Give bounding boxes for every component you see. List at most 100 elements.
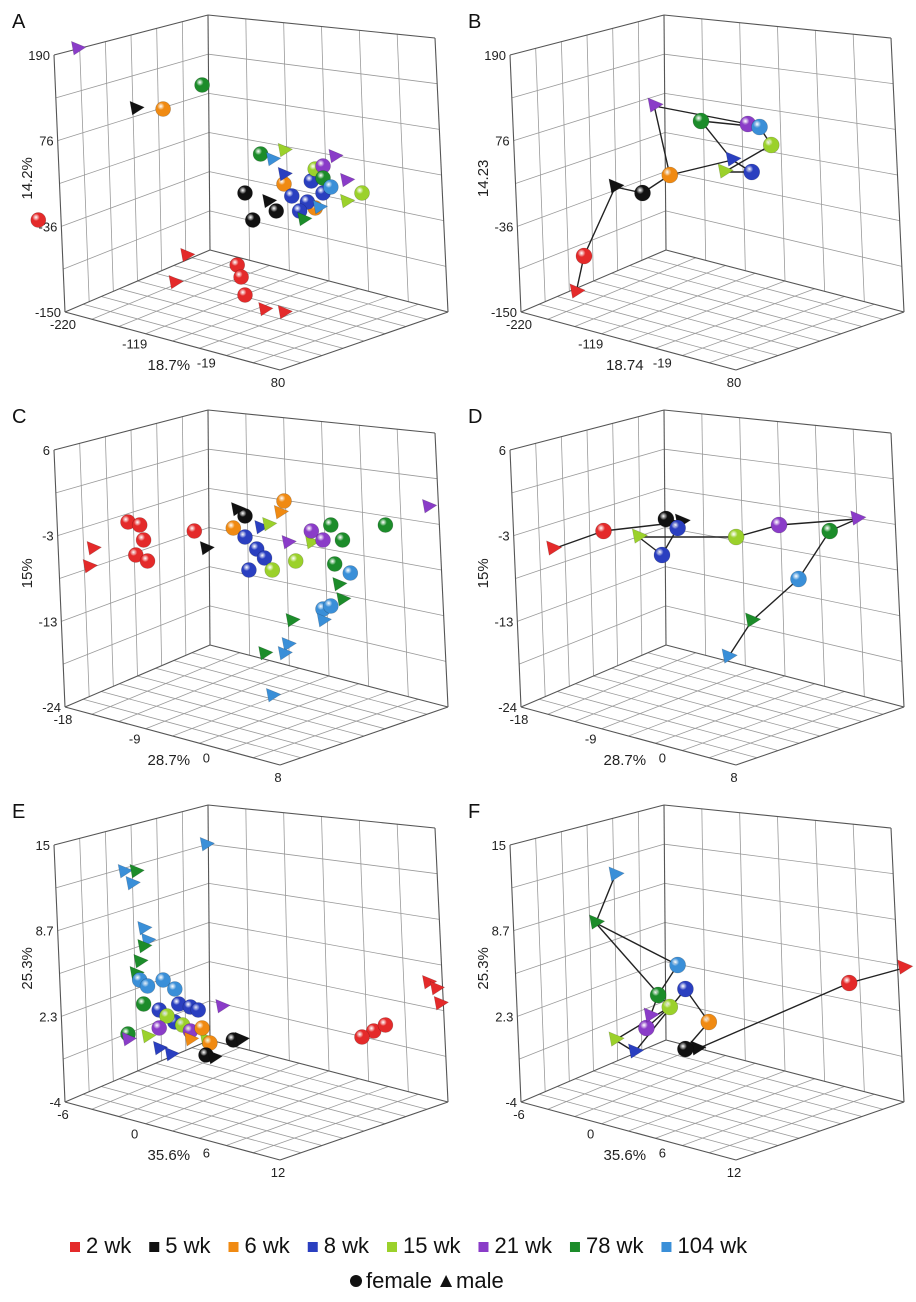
y-tick-label: 2.3 — [39, 1009, 57, 1024]
point-5-wk-female — [657, 510, 675, 528]
point-8-wk-male — [725, 151, 742, 167]
y-tick-label: -3 — [498, 529, 510, 544]
point-6-wk-female — [155, 101, 171, 117]
point-104-wk-male — [316, 612, 333, 628]
x-tick-label: -119 — [122, 336, 147, 351]
point-6-wk-male — [184, 1031, 200, 1047]
point-15-wk-male — [717, 163, 735, 179]
x-tick-label: -18 — [510, 712, 529, 727]
trajectory-segment — [797, 530, 831, 580]
point-15-wk-male — [608, 1031, 625, 1047]
point-6-wk-female — [661, 166, 679, 184]
point-104-wk-female — [342, 565, 359, 581]
point-15-wk-male — [141, 1028, 157, 1044]
trajectory-segment — [751, 578, 799, 622]
box-grid — [511, 808, 902, 1154]
legend-swatch — [70, 1242, 80, 1252]
y-tick-label: 2.3 — [495, 1009, 513, 1024]
box-edges — [53, 804, 449, 1161]
data-points — [82, 493, 438, 703]
legend-swatch — [478, 1242, 489, 1252]
x-tick-label: 0 — [203, 751, 210, 766]
y-tick-label: -24 — [42, 700, 61, 715]
y-tick-label: 15 — [492, 838, 506, 853]
point-8-wk-female — [283, 188, 300, 204]
box-grid — [511, 18, 902, 364]
point-5-wk-male — [199, 540, 216, 556]
legend-ages: 2 wk 5 wk 6 wk 8 wk 15 wk 21 wk 78 wk 104 wk — [70, 1233, 748, 1258]
y-tick-label: -3 — [42, 529, 54, 544]
point-104-wk-male — [137, 920, 153, 936]
point-15-wk-female — [159, 1008, 175, 1024]
y-tick-label: 8.7 — [36, 924, 54, 939]
x-tick-label: 8 — [274, 770, 281, 785]
point-8-wk-female — [190, 1002, 206, 1018]
point-104-wk-female — [669, 956, 686, 974]
legend-label: 6 wk — [245, 1233, 291, 1258]
panel-letter: F — [468, 801, 480, 823]
point-6-wk-male — [273, 504, 290, 520]
trajectory-segment — [583, 186, 616, 257]
legend-sexes: female male — [350, 1268, 504, 1293]
point-5-wk-male — [129, 100, 145, 116]
box-grid — [511, 413, 902, 759]
point-15-wk-male — [277, 142, 294, 158]
point-6-wk-female — [225, 520, 242, 536]
point-104-wk-male — [199, 836, 216, 852]
x-tick-label: 80 — [727, 375, 741, 390]
point-21-wk-male — [422, 498, 438, 514]
point-2-wk-female — [186, 523, 203, 539]
box-edges — [53, 409, 449, 766]
point-21-wk-male — [328, 148, 344, 164]
x-axis-label: 28.7% — [148, 752, 191, 769]
point-21-wk-male — [643, 1007, 660, 1023]
trajectory-segment — [696, 982, 850, 1050]
legend-item-female: female — [350, 1268, 432, 1293]
y-tick-label: 190 — [28, 48, 50, 63]
point-2-wk-male — [86, 540, 103, 556]
legend-item-21-wk: 21 wk — [478, 1233, 553, 1258]
trajectory-segment — [724, 144, 772, 173]
point-2-wk-male — [277, 304, 294, 320]
point-5-wk-male — [230, 501, 247, 517]
point-78-wk-male — [285, 612, 301, 628]
point-15-wk-female — [727, 528, 745, 546]
point-78-wk-female — [377, 517, 394, 533]
point-8-wk-female — [241, 562, 257, 578]
y-tick-label: 190 — [484, 48, 506, 63]
y-tick-label: -4 — [505, 1095, 517, 1110]
point-2-wk-male — [429, 980, 446, 996]
point-8-wk-female — [256, 550, 273, 566]
point-2-wk-female — [131, 517, 148, 533]
x-axis-label: 18.7% — [148, 357, 191, 374]
y-axis-label: 25.3% — [19, 947, 36, 990]
point-5-wk-male — [207, 1049, 223, 1065]
x-tick-label: 12 — [271, 1165, 285, 1180]
data-points — [589, 866, 914, 1059]
point-2-wk-male — [546, 540, 563, 556]
point-15-wk-female — [287, 553, 304, 569]
point-104-wk-female — [139, 978, 156, 994]
point-8-wk-male — [277, 166, 294, 182]
point-8-wk-male — [152, 1040, 169, 1056]
x-tick-label: -9 — [129, 731, 141, 746]
panel-letter: D — [468, 406, 482, 428]
legend-label: 15 wk — [403, 1233, 461, 1258]
legend-swatch — [307, 1242, 318, 1252]
legend-label: female — [366, 1268, 432, 1293]
legend-item-2-wk: 2 wk — [70, 1233, 132, 1258]
point-8-wk-male — [164, 1046, 181, 1062]
y-tick-label: 76 — [39, 134, 53, 149]
point-104-wk-male — [312, 199, 329, 215]
legend-item-15-wk: 15 wk — [387, 1233, 461, 1258]
x-tick-label: 12 — [727, 1165, 741, 1180]
y-tick-label: 6 — [499, 443, 506, 458]
x-axis-label: 18.74 — [606, 357, 644, 374]
legend-swatch — [387, 1242, 397, 1252]
y-tick-label: 76 — [495, 134, 509, 149]
point-15-wk-female — [762, 136, 780, 154]
x-tick-label: -9 — [585, 731, 597, 746]
point-104-wk-female — [167, 981, 183, 997]
point-21-wk-female — [638, 1019, 655, 1037]
